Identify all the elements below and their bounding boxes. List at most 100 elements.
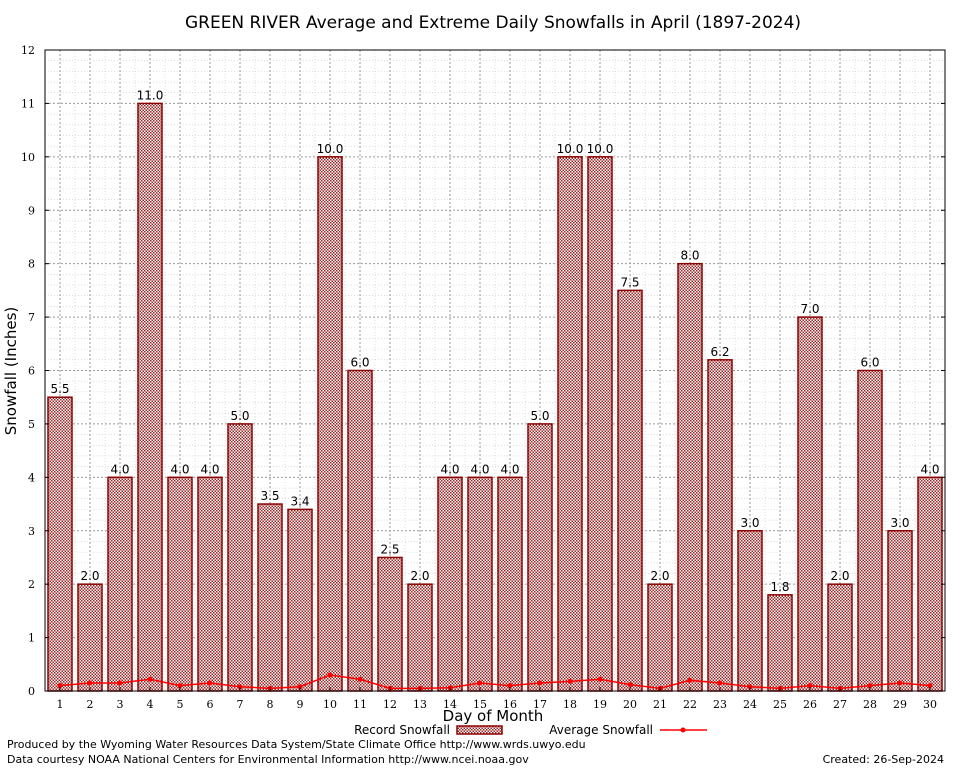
- x-tick-label: 11: [353, 698, 367, 711]
- x-tick-label: 21: [653, 698, 667, 711]
- average-point-day-17: [537, 680, 543, 686]
- x-tick-label: 17: [533, 698, 547, 711]
- bar-label-day-10: 10.0: [317, 142, 344, 156]
- x-tick-label: 9: [297, 698, 304, 711]
- x-tick-label: 3: [117, 698, 124, 711]
- y-tick-label: 4: [28, 471, 35, 484]
- bar-day-19: [587, 156, 613, 692]
- bar-day-12: [377, 556, 403, 692]
- footer-created: Created: 26-Sep-2024: [823, 753, 944, 766]
- bar-day-3: [107, 476, 133, 692]
- bar-day-16: [497, 476, 523, 692]
- average-point-day-11: [357, 676, 363, 682]
- average-polyline: [59, 674, 931, 690]
- y-tick-label: 7: [28, 311, 35, 324]
- average-point-day-26: [807, 683, 813, 689]
- bar-label-day-28: 6.0: [860, 356, 879, 370]
- bar-day-22: [677, 262, 703, 692]
- average-point-day-7: [237, 684, 243, 690]
- y-axis-label: Snowfall (Inches): [2, 307, 20, 435]
- bar-day-13: [407, 583, 433, 692]
- bar-day-2: [77, 583, 103, 692]
- bar-day-11: [347, 369, 373, 692]
- legend: Record Snowfall Average Snowfall: [354, 723, 707, 737]
- y-tick-label: 3: [28, 525, 35, 538]
- bar-day-28: [857, 369, 883, 692]
- bar-day-6: [197, 476, 223, 692]
- x-tick-label: 19: [593, 698, 607, 711]
- bar-label-day-29: 3.0: [890, 516, 909, 530]
- bar-label-day-2: 2.0: [80, 569, 99, 583]
- average-point-day-3: [117, 680, 123, 686]
- bar-value-labels: 5.5 2.0 4.0 11.0 4.0 4.0 5.0 3.5 3.4 10.0 6.0 2.5 2.…: [50, 88, 939, 593]
- average-point-day-22: [687, 677, 693, 683]
- legend-record-label: Record Snowfall: [354, 723, 450, 737]
- average-point-day-4: [147, 676, 153, 682]
- y-tick-label: 8: [28, 258, 35, 271]
- x-tick-label: 22: [683, 698, 697, 711]
- y-tick-label: 5: [28, 418, 35, 431]
- bar-day-24: [737, 530, 763, 692]
- legend-average-marker: [680, 727, 686, 733]
- average-point-day-19: [597, 676, 603, 682]
- bar-day-1: [47, 396, 73, 692]
- bar-label-day-1: 5.5: [50, 382, 69, 396]
- average-point-day-10: [327, 672, 333, 678]
- y-tick-label: 0: [28, 685, 35, 698]
- bar-day-26: [797, 316, 823, 692]
- x-tick-label: 2: [87, 698, 94, 711]
- bar-label-day-21: 2.0: [650, 569, 669, 583]
- average-point-day-20: [627, 682, 633, 688]
- bar-day-15: [467, 476, 493, 692]
- bar-day-4: [137, 102, 163, 692]
- bar-day-20: [617, 289, 643, 692]
- bar-label-day-7: 5.0: [230, 409, 249, 423]
- x-tick-label: 8: [267, 698, 274, 711]
- bar-label-day-14: 4.0: [440, 462, 459, 476]
- bar-label-day-3: 4.0: [110, 462, 129, 476]
- bar-label-day-22: 8.0: [680, 249, 699, 263]
- bar-label-day-8: 3.5: [260, 489, 279, 503]
- bar-label-day-25: 1.8: [770, 580, 789, 594]
- bar-label-day-27: 2.0: [830, 569, 849, 583]
- x-tick-label: 29: [893, 698, 907, 711]
- average-point-day-6: [207, 680, 213, 686]
- bar-label-day-24: 3.0: [740, 516, 759, 530]
- bar-label-day-26: 7.0: [800, 302, 819, 316]
- bar-label-day-20: 7.5: [620, 275, 639, 289]
- average-point-day-18: [567, 678, 573, 684]
- average-point-day-28: [867, 683, 873, 689]
- x-tick-label: 16: [503, 698, 517, 711]
- x-tick-label: 23: [713, 698, 727, 711]
- average-point-day-24: [747, 684, 753, 690]
- bar-day-29: [887, 530, 913, 692]
- x-tick-label: 25: [773, 698, 787, 711]
- bar-day-5: [167, 476, 193, 692]
- bar-label-day-17: 5.0: [530, 409, 549, 423]
- bar-label-day-15: 4.0: [470, 462, 489, 476]
- average-point-day-30: [927, 683, 933, 689]
- bar-label-day-18: 10.0: [557, 142, 584, 156]
- chart-title: GREEN RIVER Average and Extreme Daily Sn…: [185, 13, 801, 33]
- bar-label-day-11: 6.0: [350, 356, 369, 370]
- average-point-day-2: [87, 680, 93, 686]
- average-point-day-9: [297, 684, 303, 690]
- footer-courtesy: Data courtesy NOAA National Centers for …: [7, 753, 529, 766]
- bar-day-30: [917, 476, 943, 692]
- y-tick-label: 11: [21, 97, 35, 110]
- average-point-day-23: [717, 680, 723, 686]
- bar-label-day-9: 3.4: [290, 494, 309, 508]
- bar-day-9: [287, 508, 313, 692]
- bar-label-day-13: 2.0: [410, 569, 429, 583]
- bar-day-27: [827, 583, 853, 692]
- y-tick-label: 6: [28, 365, 35, 378]
- x-tick-labels: 1 2 3 4 5 6 7 8 9 10 11 12 13 14 15 16 17 18 19 20 21 22 23 24 2…: [57, 687, 937, 711]
- x-tick-label: 15: [473, 698, 487, 711]
- x-tick-label: 27: [833, 698, 847, 711]
- bar-day-17: [527, 423, 553, 692]
- bar-label-day-19: 10.0: [587, 142, 614, 156]
- bar-label-day-12: 2.5: [380, 542, 399, 556]
- x-tick-label: 6: [207, 698, 214, 711]
